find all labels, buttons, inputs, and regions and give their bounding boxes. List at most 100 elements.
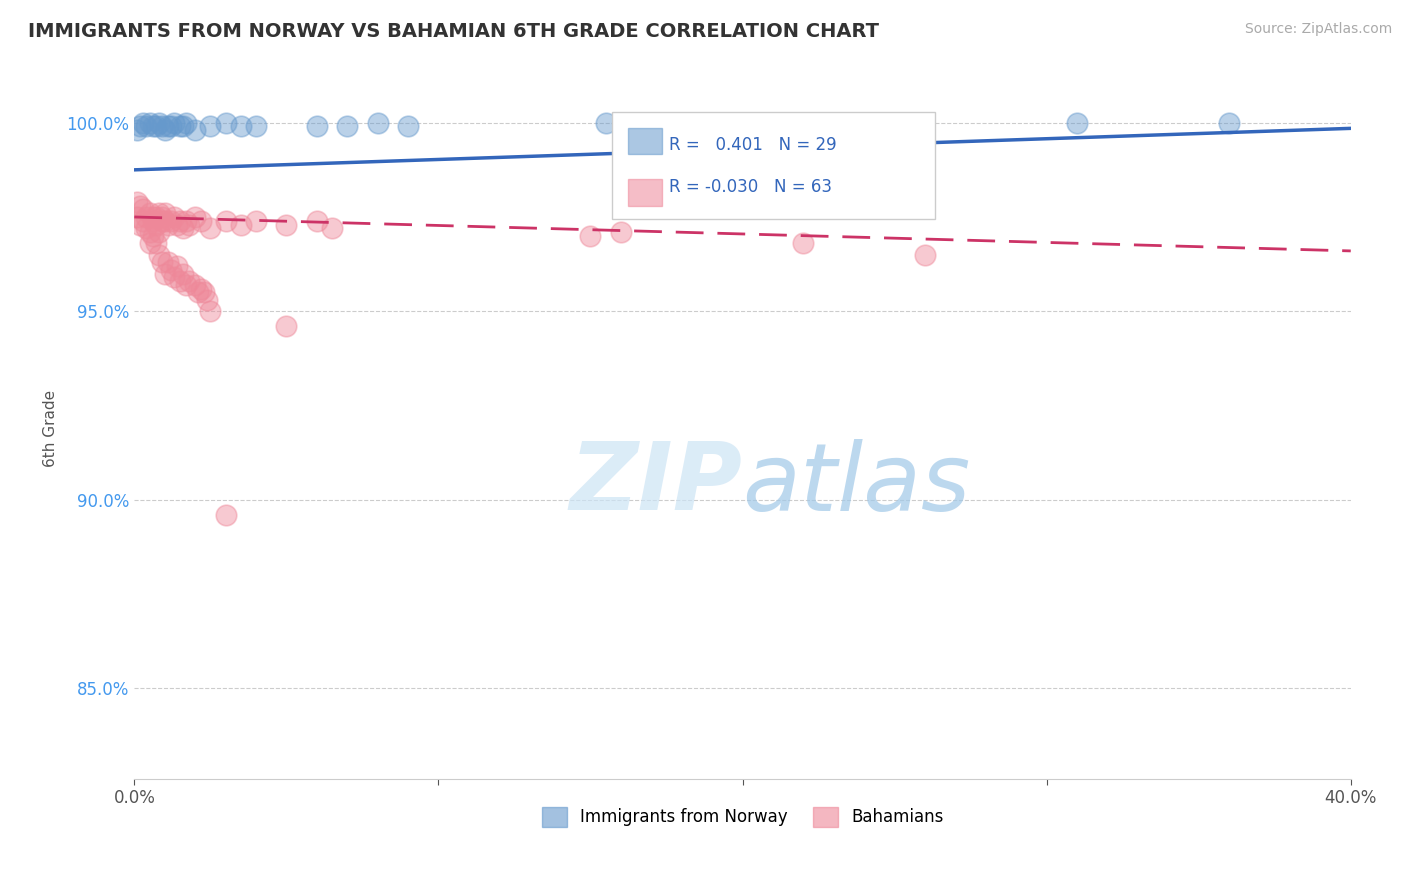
Point	[177, 274, 200, 288]
Y-axis label: 6th Grade: 6th Grade	[44, 390, 58, 467]
Point	[305, 213, 328, 227]
Point	[138, 236, 160, 251]
Point	[166, 218, 188, 232]
Point	[132, 213, 155, 227]
Point	[172, 221, 194, 235]
Point	[145, 120, 167, 134]
Point	[914, 248, 936, 262]
Point	[127, 123, 149, 137]
Point	[245, 120, 267, 134]
Point	[169, 120, 191, 134]
Text: R =   0.401   N = 29: R = 0.401 N = 29	[669, 136, 837, 153]
Point	[153, 123, 176, 137]
Point	[184, 210, 207, 224]
Point	[132, 116, 155, 130]
Text: ZIP: ZIP	[569, 438, 742, 531]
Point	[214, 508, 236, 522]
Point	[172, 267, 194, 281]
Point	[305, 120, 328, 134]
Point	[127, 210, 149, 224]
Point	[610, 225, 633, 239]
Point	[129, 199, 152, 213]
Point	[156, 255, 179, 269]
Point	[153, 267, 176, 281]
Point	[229, 218, 252, 232]
Point	[169, 213, 191, 227]
Point	[150, 210, 173, 224]
Point	[148, 116, 170, 130]
Point	[190, 282, 212, 296]
Point	[172, 120, 194, 134]
Point	[624, 116, 647, 130]
Text: R = -0.030   N = 63: R = -0.030 N = 63	[669, 178, 832, 196]
Point	[150, 255, 173, 269]
Point	[336, 120, 359, 134]
Point	[214, 116, 236, 130]
Point	[138, 206, 160, 220]
Point	[159, 213, 181, 227]
Point	[153, 206, 176, 220]
Point	[200, 221, 222, 235]
Point	[145, 210, 167, 224]
Point	[200, 304, 222, 318]
Point	[138, 225, 160, 239]
Point	[135, 221, 157, 235]
Point	[145, 218, 167, 232]
Point	[214, 213, 236, 227]
Point	[177, 218, 200, 232]
Point	[1218, 116, 1240, 130]
Text: Source: ZipAtlas.com: Source: ZipAtlas.com	[1244, 22, 1392, 37]
Point	[135, 210, 157, 224]
Point	[579, 228, 602, 243]
Point	[132, 202, 155, 217]
Point	[150, 120, 173, 134]
Text: IMMIGRANTS FROM NORWAY VS BAHAMIAN 6TH GRADE CORRELATION CHART: IMMIGRANTS FROM NORWAY VS BAHAMIAN 6TH G…	[28, 22, 879, 41]
Point	[595, 116, 617, 130]
Point	[200, 120, 222, 134]
Point	[174, 116, 197, 130]
Point	[190, 213, 212, 227]
Point	[229, 120, 252, 134]
Point	[142, 120, 165, 134]
Point	[193, 285, 215, 300]
Point	[148, 225, 170, 239]
Point	[367, 116, 389, 130]
Point	[187, 285, 209, 300]
Point	[276, 319, 298, 334]
Point	[148, 206, 170, 220]
Point	[156, 120, 179, 134]
Point	[163, 210, 186, 224]
Point	[142, 213, 165, 227]
Point	[150, 213, 173, 227]
Point	[166, 259, 188, 273]
Text: atlas: atlas	[742, 439, 970, 530]
Point	[138, 116, 160, 130]
Point	[135, 120, 157, 134]
Point	[148, 248, 170, 262]
Point	[159, 120, 181, 134]
Point	[163, 116, 186, 130]
Point	[396, 120, 419, 134]
Point	[174, 213, 197, 227]
Point	[142, 228, 165, 243]
Legend: Immigrants from Norway, Bahamians: Immigrants from Norway, Bahamians	[536, 800, 950, 834]
Point	[169, 274, 191, 288]
Point	[159, 262, 181, 277]
Point	[163, 270, 186, 285]
Point	[321, 221, 343, 235]
Point	[195, 293, 218, 307]
Point	[174, 277, 197, 292]
Point	[792, 236, 814, 251]
Point	[142, 210, 165, 224]
Point	[145, 236, 167, 251]
Point	[276, 218, 298, 232]
Point	[127, 194, 149, 209]
Point	[184, 123, 207, 137]
Point	[245, 213, 267, 227]
Point	[1066, 116, 1088, 130]
Point	[129, 218, 152, 232]
Point	[184, 277, 207, 292]
Point	[153, 213, 176, 227]
Point	[156, 218, 179, 232]
Point	[129, 120, 152, 134]
